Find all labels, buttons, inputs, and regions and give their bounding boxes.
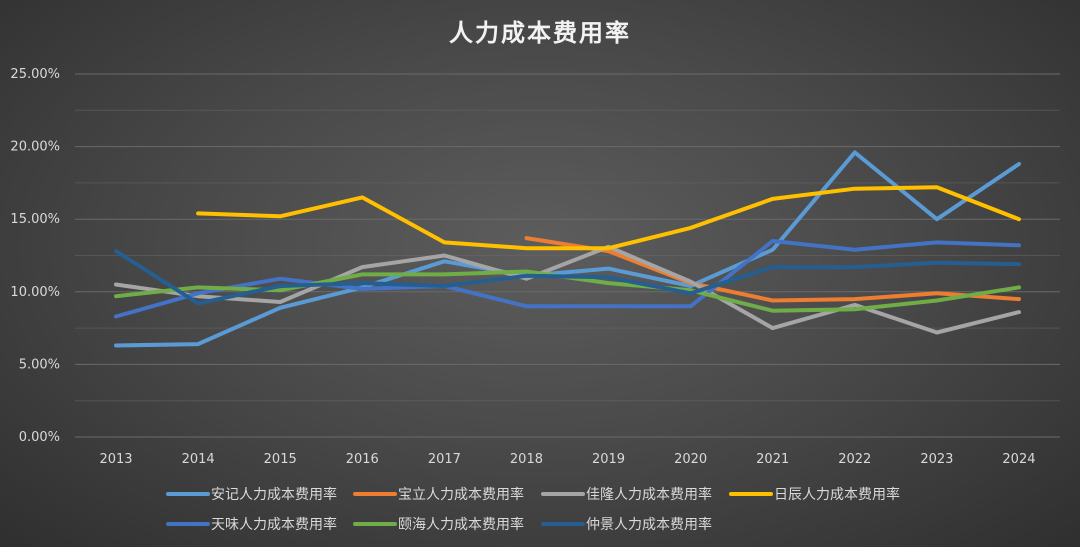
legend-label: 安记人力成本费用率 — [211, 486, 337, 503]
x-tick-label: 2016 — [346, 452, 379, 467]
x-tick-label: 2024 — [1002, 452, 1035, 467]
x-tick-label: 2021 — [756, 452, 789, 467]
legend-label: 日辰人力成本费用率 — [774, 486, 900, 503]
y-tick-label: 10.00% — [10, 285, 60, 300]
x-tick-label: 2017 — [428, 452, 461, 467]
x-tick-label: 2020 — [674, 452, 707, 467]
y-tick-label: 20.00% — [10, 140, 60, 155]
x-tick-label: 2022 — [838, 452, 871, 467]
y-tick-label: 25.00% — [10, 67, 60, 82]
x-tick-label: 2014 — [182, 452, 215, 467]
y-tick-label: 15.00% — [10, 212, 60, 227]
x-axis-ticks: 2013 2014 2015 2016 2017 2018 2019 2020 2021 2022… — [99, 452, 1035, 467]
series-line-2 — [524, 236, 1021, 303]
series-line-7 — [114, 249, 1021, 306]
chart-title: 人力成本费用率 — [449, 19, 631, 47]
legend: 安记人力成本费用率 宝立人力成本费用率 佳隆人力成本费用率 日辰人力成本费用率天味人力… — [166, 486, 900, 533]
y-tick-label: 0.00% — [19, 430, 60, 445]
legend-label: 天味人力成本费用率 — [211, 516, 337, 533]
legend-label: 宝立人力成本费用率 — [398, 486, 524, 503]
legend-label: 颐海人力成本费用率 — [398, 516, 524, 533]
y-tick-label: 5.00% — [19, 357, 60, 372]
series-line-4 — [196, 185, 1021, 251]
y-axis-ticks: 0.00% 5.00% 10.00% 15.00% 20.00% 25.00% — [10, 67, 60, 445]
legend-label: 仲景人力成本费用率 — [586, 516, 712, 533]
x-tick-label: 2023 — [920, 452, 953, 467]
series-line-1 — [114, 150, 1021, 348]
x-tick-label: 2018 — [510, 452, 543, 467]
series-lines — [114, 150, 1021, 348]
x-tick-label: 2013 — [99, 452, 132, 467]
series-line-5 — [114, 239, 1021, 319]
x-tick-label: 2015 — [264, 452, 297, 467]
gridlines — [75, 73, 1060, 438]
x-tick-label: 2019 — [592, 452, 625, 467]
legend-label: 佳隆人力成本费用率 — [586, 486, 712, 503]
